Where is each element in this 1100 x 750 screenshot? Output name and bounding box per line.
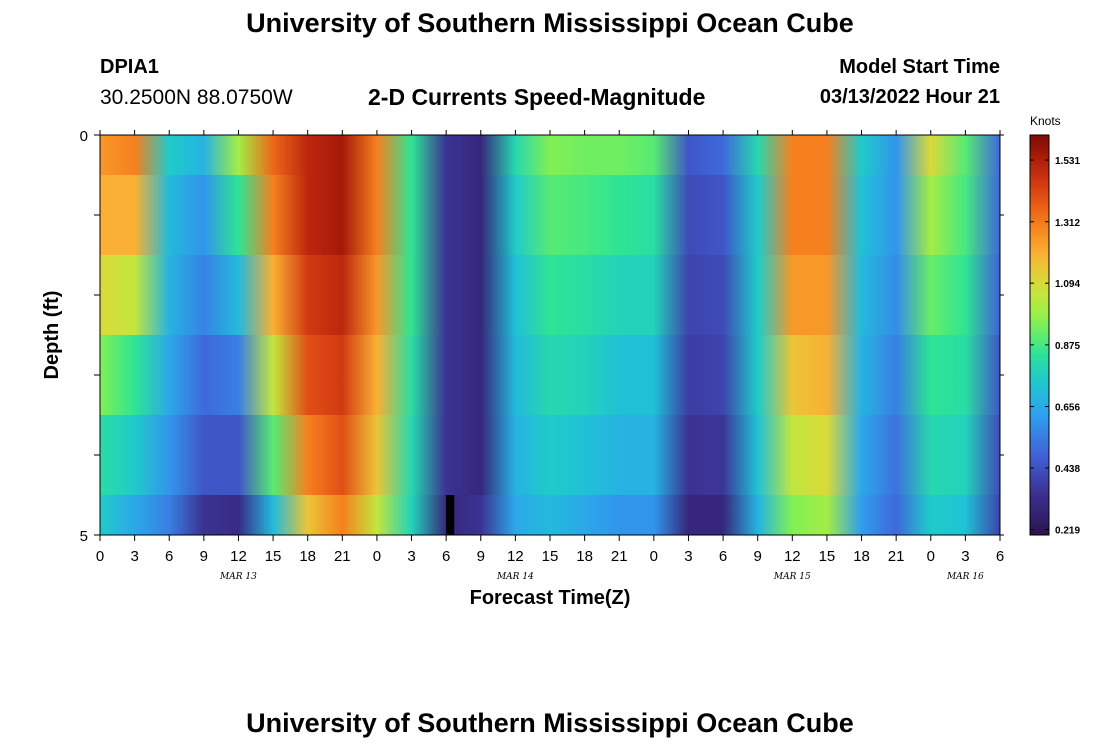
x-tick-label: 6 [719,548,727,565]
heat-row-2 [100,255,1000,335]
colorbar-tick-label: 1.094 [1055,279,1080,290]
colorbar-tick-label: 1.531 [1055,156,1080,167]
x-tick-label: 0 [650,548,658,565]
x-tick-label: 21 [611,548,628,565]
x-tick-label: 15 [819,548,836,565]
x-tick-label: 3 [684,548,692,565]
x-axis-label: Forecast Time(Z) [470,587,631,609]
x-tick-label: 15 [265,548,282,565]
colorbar-unit: Knots [1030,114,1061,128]
x-tick-label: 21 [888,548,905,565]
station-coords: 30.2500N 88.0750W [100,86,293,109]
heat-row-5 [100,495,1000,535]
date-label: MAR 16 [946,572,984,582]
y-axis-label: Depth (ft) [41,291,63,380]
x-tick-label: 12 [507,548,524,565]
model-start-label: Model Start Time [839,56,1000,78]
x-tick-label: 18 [853,548,870,565]
y-tick-label: 0 [80,128,88,145]
colorbar [1029,134,1050,536]
missing-data-block [446,495,455,535]
x-tick-label: 3 [407,548,415,565]
x-tick-label: 18 [576,548,593,565]
date-label: MAR 15 [773,572,811,582]
x-tick-label: 12 [230,548,247,565]
chart-subtitle: 2-D Currents Speed-Magnitude [368,84,706,110]
x-tick-label: 15 [542,548,559,565]
x-tick-label: 9 [477,548,485,565]
x-tick-label: 0 [373,548,381,565]
x-tick-label: 3 [961,548,969,565]
date-label: MAR 13 [219,572,257,582]
x-tick-label: 18 [299,548,316,565]
x-tick-label: 6 [165,548,173,565]
x-tick-label: 12 [784,548,801,565]
x-tick-label: 9 [200,548,208,565]
x-tick-label: 6 [996,548,1004,565]
colorbar-tick-label: 0.438 [1055,464,1080,475]
y-tick-label: 5 [80,528,88,545]
footer-title: University of Southern Mississippi Ocean… [246,708,854,738]
x-tick-label: 6 [442,548,450,565]
x-tick-label: 21 [334,548,351,565]
station-id: DPIA1 [100,56,159,78]
x-tick-label: 0 [927,548,935,565]
x-tick-label: 3 [130,548,138,565]
colorbar-tick-label: 1.312 [1055,218,1080,229]
heat-row-3 [100,335,1000,415]
heat-row-0 [100,135,1000,175]
heatmap-chart: 0 3 6 9 12 15 18 21 0 3 6 9 12 15 18 21 0 3 6 9 12 15 18 21 0 3 6 M… [41,114,1080,609]
colorbar-tick-label: 0.219 [1055,526,1080,537]
x-tick-label: 9 [754,548,762,565]
page-title: University of Southern Mississippi Ocean… [246,8,854,38]
colorbar-tick-label: 0.656 [1055,403,1080,414]
heat-row-1 [100,175,1000,255]
heat-row-4 [100,415,1000,495]
x-tick-label: 0 [96,548,104,565]
colorbar-tick-label: 0.875 [1055,341,1080,352]
date-label: MAR 14 [496,572,534,582]
model-start-time: 03/13/2022 Hour 21 [819,86,1000,108]
